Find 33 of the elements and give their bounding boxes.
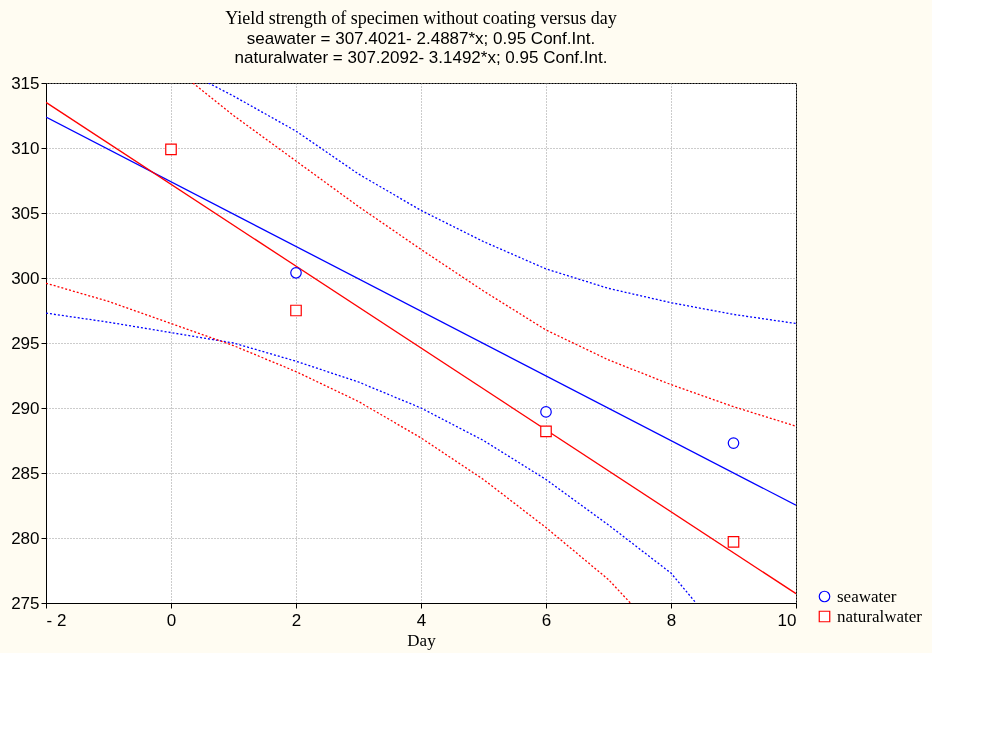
y-tick-label: 285 xyxy=(11,463,40,483)
text: naturalwater = 307.2092- 3.1492*x; 0.95 Conf.Int. xyxy=(234,48,608,67)
point xyxy=(290,304,302,317)
point xyxy=(727,437,740,449)
text: seawater = 307.4021- 2.4887*x; 0.95 Conf.Int. xyxy=(246,29,596,48)
y-tick-label: 280 xyxy=(11,528,40,548)
x-axis-title: Day xyxy=(407,630,437,650)
y-tick-label: 305 xyxy=(11,203,40,223)
x-tick-label: 4 xyxy=(416,610,427,630)
y-tick-label: 295 xyxy=(11,333,40,353)
point xyxy=(165,143,177,156)
point xyxy=(540,425,552,438)
line-series xyxy=(46,282,632,603)
x-tick-label: 8 xyxy=(666,610,677,630)
point xyxy=(540,406,552,418)
legend-label: seawater xyxy=(837,586,897,606)
chart-title: Yield strength of specimen without coating versus day xyxy=(225,8,617,28)
line-series xyxy=(46,312,697,603)
x-tick-label: 10 xyxy=(777,610,797,630)
x-tick-label: 6 xyxy=(541,610,552,630)
y-tick-label: 275 xyxy=(11,593,40,613)
point xyxy=(727,536,740,548)
x-tick-label: 2 xyxy=(291,610,302,630)
y-tick-label: 310 xyxy=(11,138,40,158)
x-tick-label: - 2 xyxy=(46,610,67,630)
y-tick-label: 315 xyxy=(11,73,40,93)
line-series xyxy=(192,83,796,427)
point xyxy=(290,266,302,279)
y-tick-label: 300 xyxy=(11,268,40,288)
x-tick-label: 0 xyxy=(166,610,177,630)
y-tick-label: 290 xyxy=(11,398,40,418)
line-series xyxy=(207,83,796,325)
legend-label: naturalwater xyxy=(837,606,923,626)
